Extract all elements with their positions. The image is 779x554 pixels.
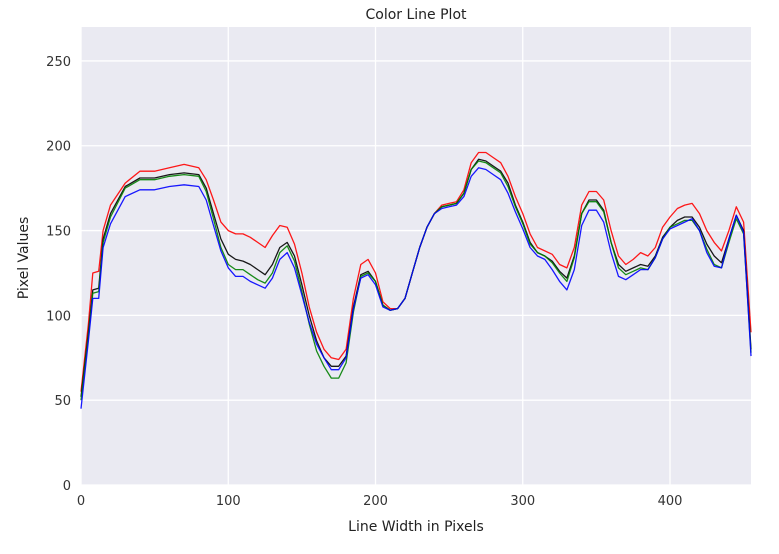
plot-background xyxy=(81,27,751,485)
x-tick-label: 0 xyxy=(77,494,85,509)
y-axis-label: Pixel Values xyxy=(16,217,32,300)
x-tick-label: 200 xyxy=(363,494,388,509)
plot-area: 0 100 200 300 400 0 50 100 150 200 250 xyxy=(46,27,752,509)
y-tick-label: 100 xyxy=(46,309,71,324)
series-line-4 xyxy=(80,167,752,409)
chart-title: Color Line Plot xyxy=(365,7,467,23)
x-tick-label: 300 xyxy=(510,494,535,509)
y-tick-label: 200 xyxy=(46,140,71,155)
x-tick-label: 100 xyxy=(216,494,241,509)
x-axis-label: Line Width in Pixels xyxy=(348,519,484,535)
y-tick-label: 150 xyxy=(46,225,71,240)
y-tick-label: 0 xyxy=(63,479,71,494)
y-tick-label: 250 xyxy=(46,55,71,70)
y-tick-label: 50 xyxy=(54,394,71,409)
x-tick-label: 400 xyxy=(658,494,683,509)
